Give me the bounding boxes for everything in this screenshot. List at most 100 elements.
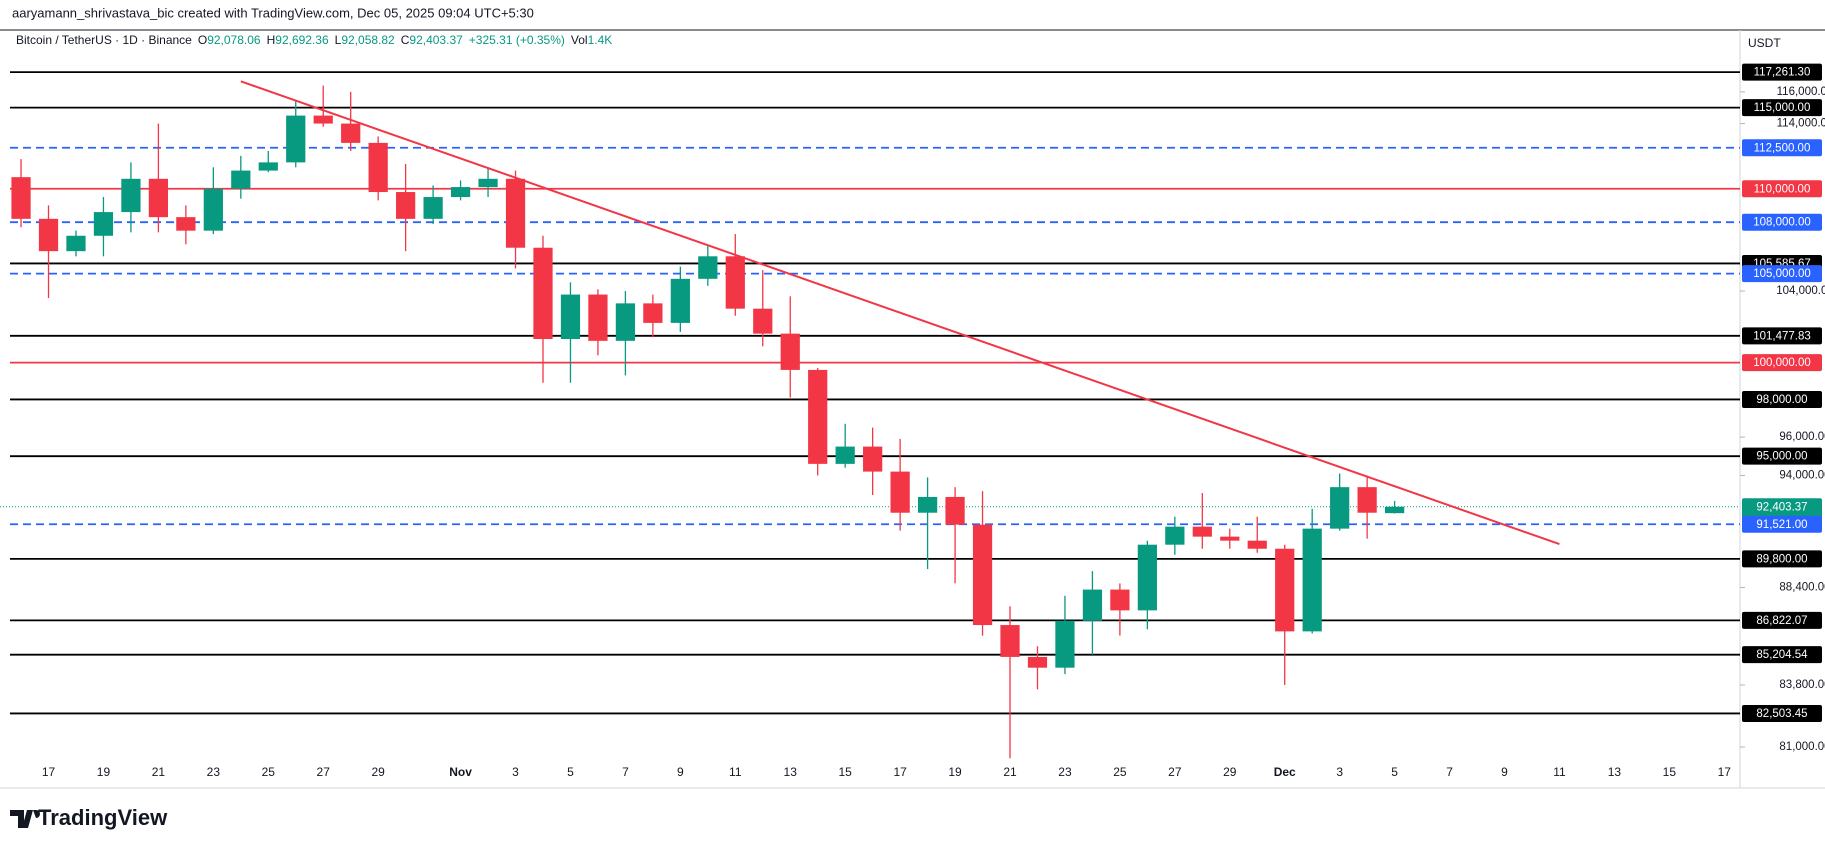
x-tick-label: 9: [677, 765, 684, 779]
x-tick-label: 9: [1501, 765, 1508, 779]
level-label-box: [1742, 213, 1822, 231]
x-tick-label: 21: [1003, 765, 1017, 779]
x-tick-label: 25: [262, 765, 276, 779]
candle-body: [1357, 487, 1377, 513]
candle-body: [121, 178, 141, 213]
candle-body: [1275, 548, 1295, 632]
candle-body: [972, 524, 993, 626]
x-tick-label: 23: [1058, 765, 1072, 779]
candle-body: [1330, 487, 1350, 529]
level-label-box: [1742, 327, 1822, 345]
level-label: 95,000.00: [1756, 451, 1807, 463]
level-label: 105,000.00: [1753, 268, 1811, 280]
x-tick-label: 3: [512, 765, 519, 779]
candle-body: [258, 162, 278, 171]
y-tick-label: 81,000.00: [1779, 741, 1825, 753]
candle-body: [396, 192, 416, 219]
candle-body: [423, 197, 443, 219]
level-label: 100,000.00: [1753, 357, 1811, 369]
level-label-box: [1742, 180, 1822, 198]
attribution: aaryamann_shrivastava_bic created with T…: [12, 5, 534, 20]
candle-body: [917, 496, 938, 513]
x-tick-label: 5: [567, 765, 574, 779]
y-tick-label: 104,000.00: [1776, 285, 1825, 297]
header-key: L: [335, 33, 342, 47]
candle-body: [341, 123, 361, 143]
candle-body: [890, 471, 910, 513]
header-value: 1.4K: [588, 33, 613, 47]
candle-body: [780, 333, 800, 370]
x-tick-label: 19: [97, 765, 111, 779]
candle-body: [176, 217, 196, 231]
level-label: 98,000.00: [1756, 394, 1807, 406]
level-label-box: [1742, 354, 1822, 372]
y-tick-label: 116,000.00: [1777, 86, 1825, 98]
candle-body: [945, 496, 965, 525]
level-label-box: [1742, 139, 1822, 157]
x-tick-label: 27: [317, 765, 331, 779]
level-label: 85,204.54: [1756, 649, 1808, 661]
x-tick-label: 17: [1718, 765, 1732, 779]
candle-body: [368, 142, 388, 193]
candle-body: [148, 178, 169, 218]
x-tick-label: 17: [893, 765, 907, 779]
candle-body: [615, 303, 636, 341]
x-tick-label: Nov: [449, 765, 472, 779]
candle-body: [11, 177, 31, 219]
x-tick-label: 29: [371, 765, 385, 779]
level-label: 112,500.00: [1754, 142, 1811, 154]
x-tick-label: 7: [622, 765, 629, 779]
x-tick-label: 15: [838, 765, 852, 779]
header-value: 92,692.36: [275, 33, 329, 47]
header-key: O: [198, 33, 207, 47]
candle-body: [203, 188, 223, 231]
level-label-box: [1742, 63, 1822, 81]
candle-body: [1082, 589, 1103, 621]
x-tick-label: 17: [42, 765, 56, 779]
candle-body: [643, 303, 663, 323]
x-tick-label: 11: [1553, 765, 1566, 779]
candle-body: [505, 178, 526, 248]
level-label-box: [1742, 515, 1822, 533]
y-tick-label: 88,400.00: [1779, 582, 1825, 594]
x-tick-label: 7: [1446, 765, 1453, 779]
header-value: 92,078.06: [207, 33, 261, 47]
candle-body: [670, 278, 690, 323]
header-value: 92,058.82: [341, 33, 395, 47]
level-label-box: [1742, 265, 1822, 283]
candle-body: [1110, 589, 1130, 611]
candle-body: [66, 235, 86, 252]
candle-body: [1165, 526, 1185, 545]
candle-body: [1000, 625, 1020, 657]
x-tick-label: 19: [948, 765, 962, 779]
symbol: Bitcoin / TetherUS · 1D · Binance: [16, 33, 192, 47]
candle-body: [835, 446, 855, 464]
x-tick-label: 3: [1336, 765, 1343, 779]
level-label-box: [1742, 550, 1822, 568]
header-key: H: [267, 33, 276, 47]
level-label-box: [1742, 704, 1822, 722]
candle-body: [38, 218, 59, 252]
candle-body: [1220, 536, 1240, 541]
level-label: 108,000.00: [1753, 217, 1811, 229]
x-tick-label: 23: [207, 765, 221, 779]
level-label: 91,521.00: [1756, 519, 1807, 531]
level-label-box: [1742, 447, 1822, 465]
candle-body: [1302, 528, 1322, 632]
y-tick-label: 83,800.00: [1779, 679, 1825, 691]
x-tick-label: Dec: [1274, 765, 1296, 779]
header-key: Vol: [571, 33, 588, 47]
level-label-box: [1742, 646, 1822, 664]
last-price-label: 92,403.37: [1756, 501, 1807, 513]
level-label: 115,000.00: [1754, 102, 1811, 114]
level-label: 86,822.07: [1756, 615, 1807, 627]
candle-body: [478, 178, 498, 188]
x-tick-label: 27: [1168, 765, 1182, 779]
candle-body: [753, 308, 773, 334]
level-label: 110,000.00: [1754, 183, 1811, 195]
candle-body: [286, 115, 306, 163]
level-label: 117,261.30: [1754, 67, 1811, 79]
header-key: C: [401, 33, 410, 47]
